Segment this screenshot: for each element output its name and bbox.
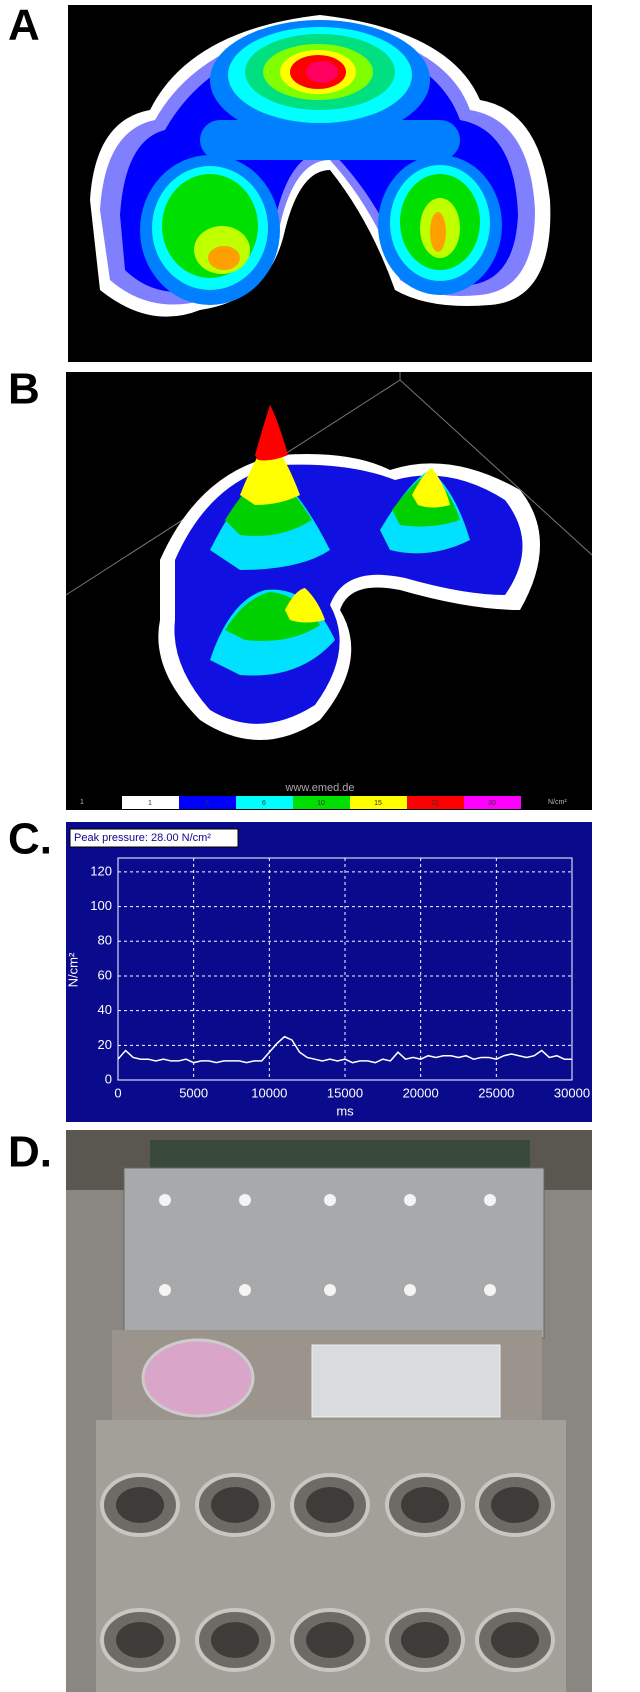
- colorbar-cell: [293, 796, 350, 809]
- y-tick-label: 20: [98, 1037, 112, 1052]
- panel-label: A: [8, 1, 40, 50]
- y-tick-label: 80: [98, 933, 112, 948]
- bolt: [239, 1194, 251, 1206]
- colorbar-cell: [236, 796, 293, 809]
- hole-inner: [211, 1487, 259, 1523]
- x-tick-label: 30000: [554, 1085, 590, 1100]
- bolt: [159, 1194, 171, 1206]
- colorbar-label: 30: [488, 800, 496, 807]
- y-axis-label: N/cm²: [65, 952, 80, 987]
- hole-inner: [116, 1487, 164, 1523]
- colorbar-cell: [407, 796, 464, 809]
- x-tick-label: 0: [114, 1085, 121, 1100]
- hole-inner: [306, 1487, 354, 1523]
- bolt: [484, 1284, 496, 1296]
- colorbar-label: 3: [205, 800, 209, 807]
- y-tick-label: 0: [105, 1071, 112, 1086]
- panel-a: [68, 5, 592, 362]
- colorbar-left-label: 1: [80, 799, 84, 806]
- hole-inner: [211, 1622, 259, 1658]
- x-tick-label: 10000: [251, 1085, 287, 1100]
- panel-label: D.: [8, 1128, 52, 1177]
- x-tick-label: 25000: [478, 1085, 514, 1100]
- panel-c: Peak pressure: 28.00 N/cm² ms N/cm² 0 20 4…: [65, 822, 592, 1122]
- colorbar-label: 6: [262, 800, 266, 807]
- bolt: [159, 1284, 171, 1296]
- y-tick-label: 120: [90, 863, 112, 878]
- x-tick-label: 15000: [327, 1085, 363, 1100]
- bolt: [239, 1284, 251, 1296]
- panel-b: www.emed.de 1 1 3 6 10 15 22 30 N/cm²: [65, 372, 593, 810]
- y-tick-label: 40: [98, 1002, 112, 1017]
- colorbar-label: 1: [148, 800, 152, 807]
- hole-inner: [116, 1622, 164, 1658]
- plot-frame: [117, 857, 573, 1081]
- y-tick-label: 100: [90, 898, 112, 913]
- site-label: www.emed.de: [284, 782, 354, 794]
- hole-inner: [491, 1487, 539, 1523]
- colorbar-label: 10: [317, 800, 325, 807]
- y-tick-label: 60: [98, 967, 112, 982]
- colorbar-cell: [350, 796, 407, 809]
- bolt: [324, 1194, 336, 1206]
- colorbar-label: 22: [431, 800, 439, 807]
- bolt: [484, 1194, 496, 1206]
- panel-label: C.: [8, 815, 52, 864]
- colorbar-cell: [179, 796, 236, 809]
- colorbar-unit: N/cm²: [548, 799, 567, 806]
- hole-inner: [401, 1487, 449, 1523]
- x-tick-label: 20000: [403, 1085, 439, 1100]
- colorbar-label: 15: [374, 800, 382, 807]
- x-tick-label: 5000: [179, 1085, 208, 1100]
- hole-inner: [306, 1622, 354, 1658]
- x-axis-label: ms: [336, 1103, 354, 1118]
- bolt: [324, 1284, 336, 1296]
- bolt: [404, 1284, 416, 1296]
- hole-inner: [491, 1622, 539, 1658]
- hole-inner: [401, 1622, 449, 1658]
- data-line: [117, 1035, 572, 1064]
- panel-label: B: [8, 365, 40, 414]
- chart-title: Peak pressure: 28.00 N/cm²: [74, 832, 211, 844]
- colorbar-cell: [122, 796, 179, 809]
- colorbar-cell: [464, 796, 521, 809]
- bolt: [404, 1194, 416, 1206]
- panel-d: [66, 1130, 592, 1692]
